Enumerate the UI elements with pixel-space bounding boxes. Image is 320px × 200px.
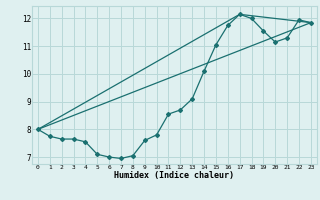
X-axis label: Humidex (Indice chaleur): Humidex (Indice chaleur) <box>115 171 234 180</box>
